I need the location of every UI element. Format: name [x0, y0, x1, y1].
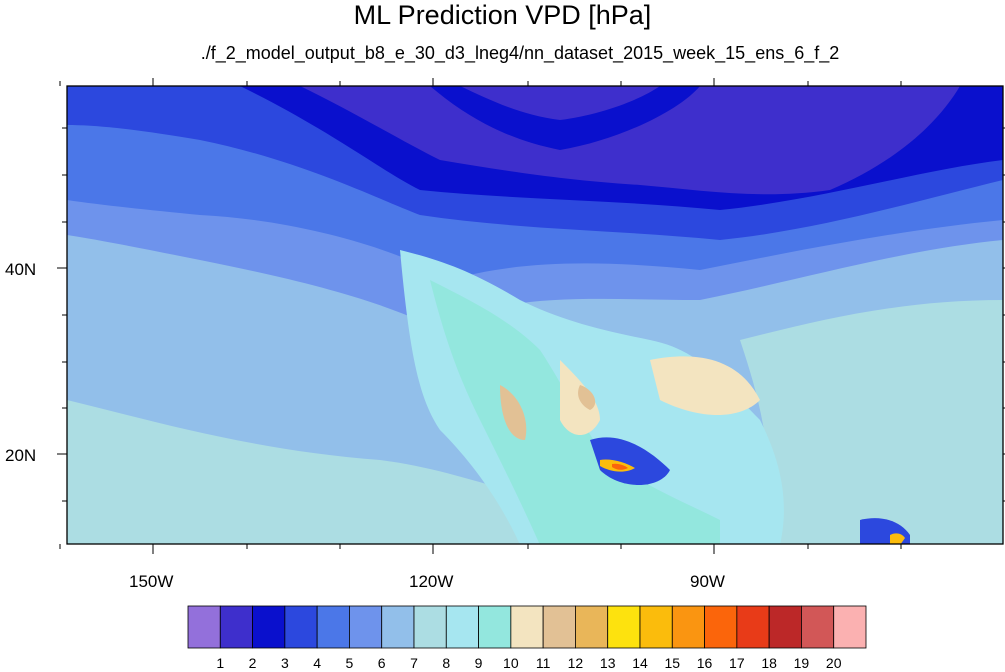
colorbar-tick-label: 7 [410, 655, 418, 671]
colorbar-tick-label: 4 [313, 655, 322, 671]
colorbar-swatch [736, 605, 770, 649]
colorbar-swatch [833, 605, 867, 649]
map-title: ML Prediction VPD [hPa] [353, 0, 652, 30]
x-label-90w: 90W [690, 572, 725, 591]
colorbar-swatch [671, 605, 705, 649]
colorbar-tick-label: 12 [567, 655, 584, 671]
colorbar-tick-label: 8 [442, 655, 451, 671]
map-subtitle: ./f_2_model_output_b8_e_30_d3_lneg4/nn_d… [200, 43, 840, 63]
colorbar-tick-label: 2 [248, 655, 257, 671]
colorbar-swatch [801, 605, 835, 649]
colorbar-swatch [478, 605, 512, 649]
colorbar-swatch [575, 605, 609, 649]
y-label-20n: 20N [5, 446, 37, 465]
colorbar-tick-label: 3 [280, 655, 289, 671]
colorbar-tick-label: 14 [632, 655, 648, 671]
colorbar-tick-label: 15 [664, 655, 681, 671]
colorbar-tick-label: 1 [216, 655, 225, 671]
colorbar-swatch [607, 605, 641, 649]
colorbar-swatch [219, 605, 253, 649]
colorbar-tick-label: 19 [793, 655, 810, 671]
colorbar-tick-label: 20 [825, 655, 842, 671]
colorbar-swatch [768, 605, 802, 649]
colorbar-tick-label: 6 [377, 655, 386, 671]
colorbar-tick-label: 9 [474, 655, 483, 671]
colorbar-swatch [704, 605, 738, 649]
colorbar-swatch [349, 605, 383, 649]
y-label-40n: 40N [5, 260, 37, 279]
colorbar-tick-label: 18 [761, 655, 777, 671]
colorbar-tick-label: 5 [345, 655, 354, 671]
colorbar-tick-label: 10 [503, 655, 519, 671]
colorbar-swatch [252, 605, 286, 649]
colorbar-swatch [284, 605, 318, 649]
colorbar-swatch [381, 605, 415, 649]
colorbar-swatch [413, 605, 447, 649]
colorbar-tick-label: 11 [535, 655, 551, 671]
colorbar-swatch [445, 605, 479, 649]
colorbar-tick-label: 13 [599, 655, 616, 671]
colorbar-swatch [510, 605, 544, 649]
colorbar-tick-label: 16 [696, 655, 713, 671]
vpd-field [67, 86, 1003, 544]
colorbar-swatch [542, 605, 576, 649]
colorbar-tick-label: 17 [729, 655, 745, 671]
colorbar [187, 605, 867, 649]
x-label-150w: 150W [129, 572, 174, 591]
x-label-120w: 120W [409, 572, 454, 591]
colorbar-swatch [316, 605, 350, 649]
colorbar-swatch [639, 605, 673, 649]
colorbar-swatch [187, 605, 221, 649]
